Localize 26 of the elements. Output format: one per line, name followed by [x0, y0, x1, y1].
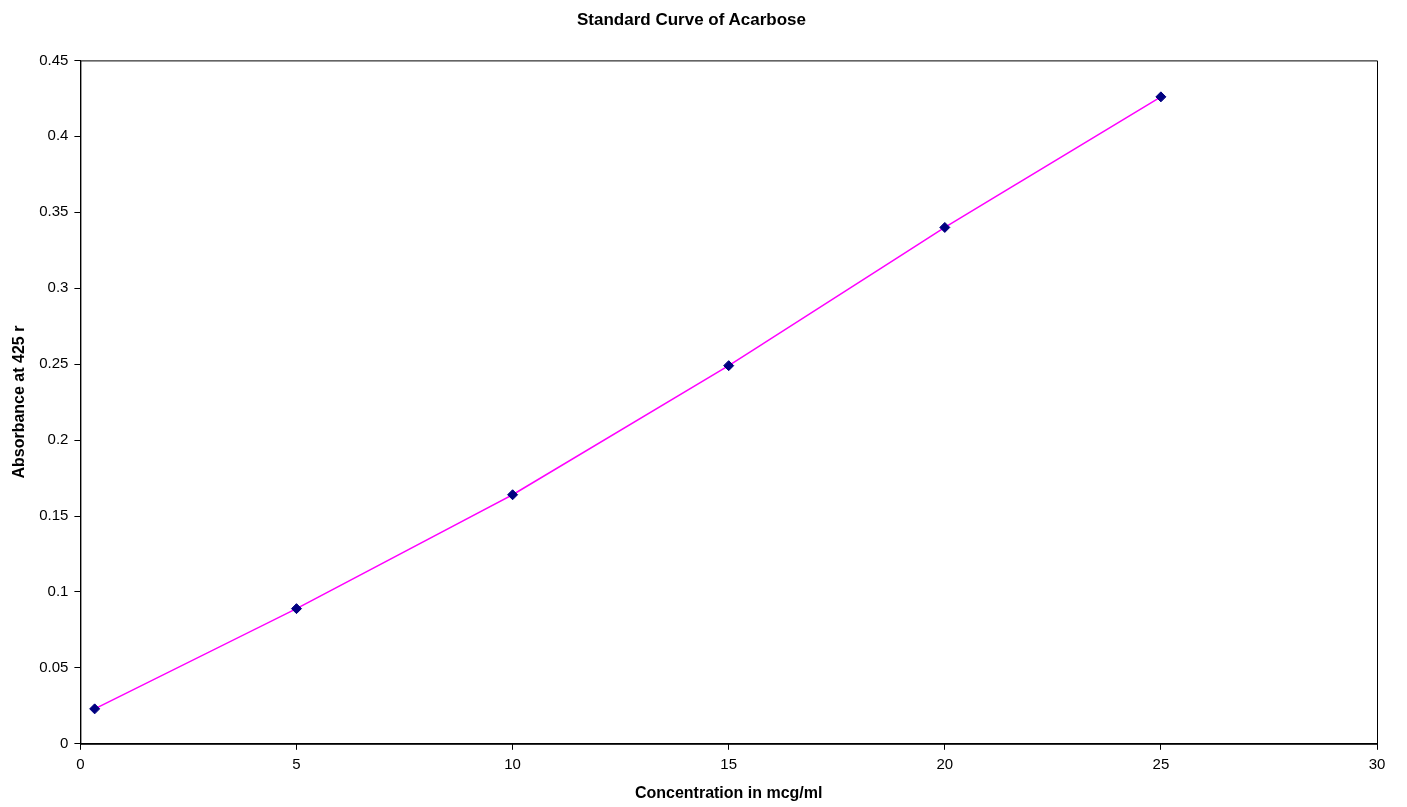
- y-tick-label: 0.1: [47, 582, 69, 600]
- y-tick-label: 0.45: [39, 50, 69, 68]
- y-tick-label: 0.4: [47, 126, 69, 144]
- x-tick-label: 10: [504, 754, 521, 772]
- point: [939, 221, 951, 233]
- y-tick-label: 0: [60, 733, 69, 751]
- y-axis-title: Absorbance at 425 r: [10, 325, 28, 479]
- x-tick-label: 25: [1152, 754, 1170, 772]
- y-tick-label: 0.35: [39, 202, 69, 220]
- chart-title: Standard Curve of Acarbose: [577, 9, 806, 29]
- point: [89, 703, 101, 715]
- point: [291, 603, 302, 615]
- point: [723, 360, 735, 372]
- y-tick-label: 0.3: [47, 278, 69, 296]
- x-tick-label: 20: [936, 754, 954, 772]
- point: [1155, 91, 1167, 103]
- y-tick-label: 0.25: [39, 354, 69, 372]
- y-tick-label: 0.15: [39, 506, 69, 524]
- point: [507, 489, 519, 501]
- x-tick-label: 0: [76, 754, 85, 772]
- y-tick-label: 0.2: [47, 430, 69, 448]
- x-tick-label: 15: [720, 754, 738, 772]
- x-tick-label: 5: [292, 754, 301, 772]
- y-tick-label: 0.05: [39, 658, 69, 676]
- x-axis-title: Concentration in mcg/ml: [634, 783, 823, 801]
- x-tick-label: 30: [1368, 754, 1386, 772]
